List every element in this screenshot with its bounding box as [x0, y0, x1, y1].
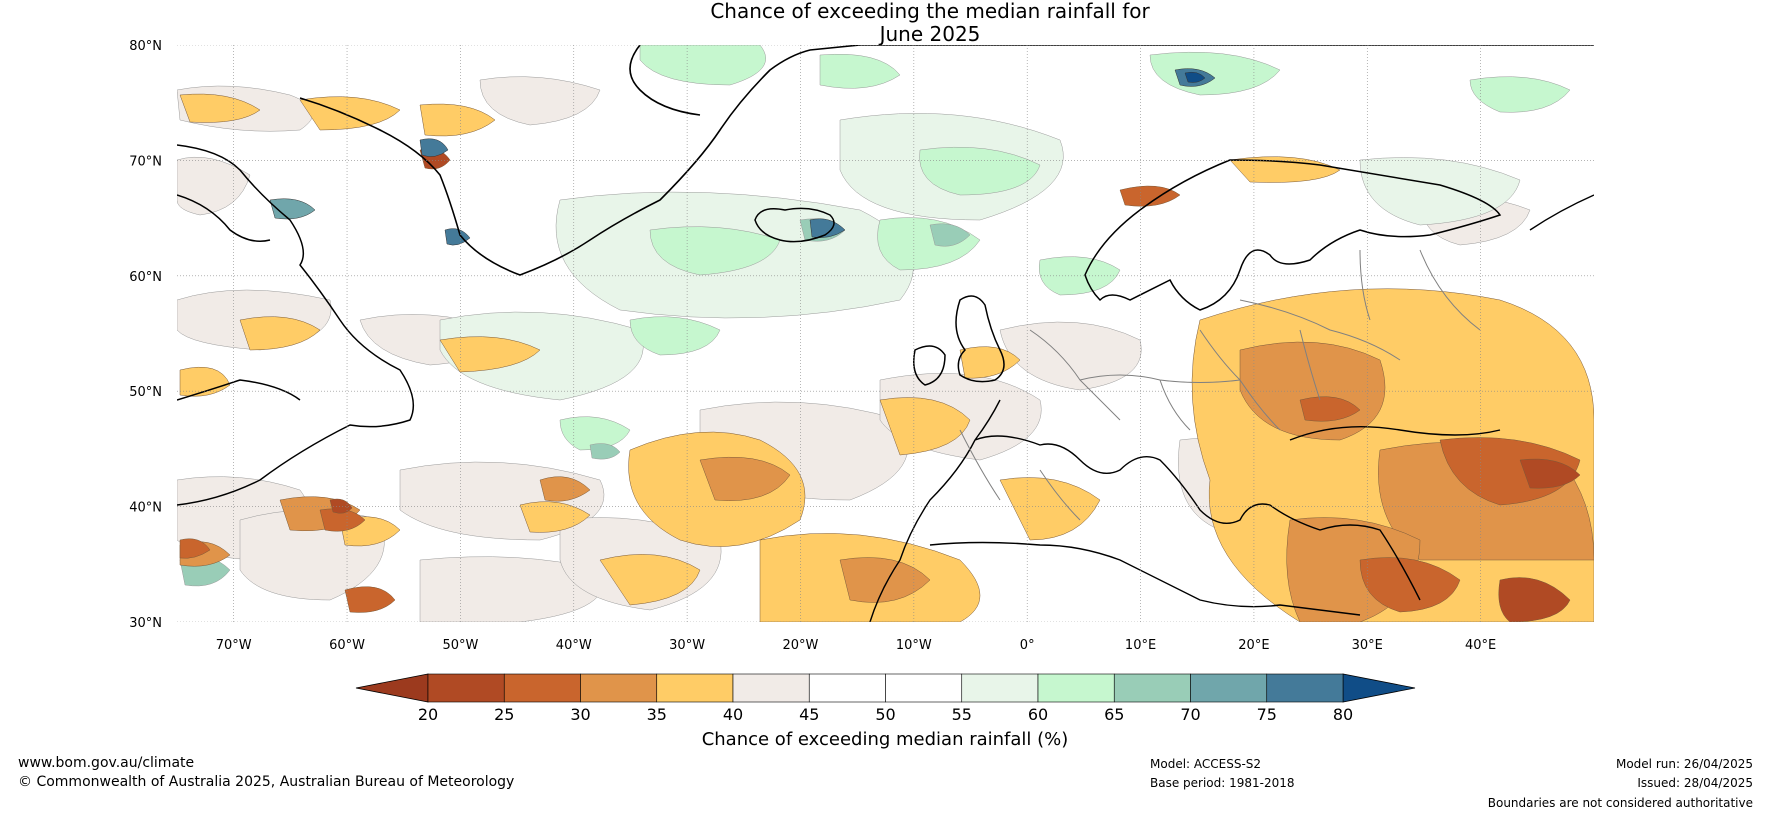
colorbar-segment	[580, 673, 658, 703]
lon-label: 10°W	[896, 638, 932, 653]
colorbar-label: Chance of exceeding median rainfall (%)	[702, 729, 1069, 750]
colorbar-segment	[732, 673, 810, 703]
footer-copyright: © Commonwealth of Australia 2025, Austra…	[18, 774, 515, 790]
colorbar-tick-label: 35	[647, 705, 667, 724]
lon-label: 50°W	[442, 638, 478, 653]
scandinavia-coastline	[1084, 159, 1502, 311]
lat-label: 40°N	[129, 501, 162, 516]
lat-label: 50°N	[129, 385, 162, 400]
colorbar: 20 25 30 35 40 45 50 55 60 65 70 75 80	[355, 673, 1416, 724]
lon-label: 10°E	[1125, 638, 1156, 653]
colorbar-tick-label: 80	[1333, 705, 1353, 724]
colorbar-segment	[961, 673, 1039, 703]
lon-label: 70°W	[216, 638, 252, 653]
lon-label: 30°W	[669, 638, 705, 653]
colorbar-segment	[1190, 673, 1268, 703]
colorbar-tick-label: 45	[799, 705, 819, 724]
lon-label: 60°W	[329, 638, 365, 653]
british-isles-coastline	[913, 295, 1005, 386]
lat-label: 30°N	[129, 616, 162, 631]
lon-label: 20°E	[1238, 638, 1269, 653]
much-wetter-regions	[269, 68, 1216, 246]
longitude-labels: 70°W 60°W 50°W 40°W 30°W 20°W 10°W 0° 10°E 20°E 30…	[216, 638, 1497, 653]
colorbar-tick-label: 30	[570, 705, 590, 724]
colorbar-segment	[1037, 673, 1115, 703]
lat-label: 60°N	[129, 270, 162, 285]
footer-base-period: Base period: 1981-2018	[1150, 776, 1295, 790]
map-title: Chance of exceeding the median rainfall …	[0, 0, 1770, 46]
colorbar-tick-label: 65	[1104, 705, 1124, 724]
colorbar-segment	[885, 673, 963, 703]
title-line-2: June 2025	[879, 22, 981, 46]
title-line-1: Chance of exceeding the median rainfall …	[710, 0, 1150, 23]
footer-website: www.bom.gov.au/climate	[18, 755, 195, 771]
colorbar-tick-label: 40	[723, 705, 743, 724]
north-america-coastline	[177, 144, 415, 506]
colorbar-tick-label: 25	[494, 705, 514, 724]
colorbar-tick-label: 70	[1180, 705, 1200, 724]
footer-disclaimer: Boundaries are not considered authoritat…	[1487, 796, 1753, 810]
colorbar-tick-label: 75	[1257, 705, 1277, 724]
colorbar-tick-label: 55	[952, 705, 972, 724]
colorbar-segment	[808, 673, 886, 703]
iceland-coastline	[754, 207, 835, 243]
colorbar-segment	[656, 673, 734, 703]
greenland-coastline	[299, 45, 1594, 276]
colorbar-over-arrow	[1342, 673, 1416, 703]
country-borders	[959, 249, 1481, 521]
lat-label: 70°N	[129, 154, 162, 169]
colorbar-tick-label: 20	[418, 705, 438, 724]
europe-africa-coastline	[869, 194, 1594, 622]
lon-label: 30°E	[1352, 638, 1383, 653]
colorbar-segment	[1266, 673, 1344, 703]
colorbar-segment	[1113, 673, 1191, 703]
latitude-labels: 80°N 70°N 60°N 50°N 40°N 30°N	[129, 39, 162, 631]
colorbar-segment	[427, 673, 505, 703]
lon-label: 40°W	[556, 638, 592, 653]
footer-model-run: Model run: 26/04/2025	[1615, 757, 1753, 771]
footer-issued: Issued: 28/04/2025	[1637, 776, 1753, 790]
lon-label: 40°E	[1465, 638, 1496, 653]
lon-label: 0°	[1020, 638, 1035, 653]
colorbar-tick-label: 60	[1028, 705, 1048, 724]
colorbar-tick-label: 50	[875, 705, 895, 724]
wetter-than-normal-regions	[179, 45, 1571, 587]
footer-model: Model: ACCESS-S2	[1150, 757, 1262, 771]
colorbar-under-arrow	[355, 673, 429, 703]
drier-than-normal-regions	[179, 93, 1594, 622]
lon-label: 20°W	[783, 638, 819, 653]
lat-label: 80°N	[129, 39, 162, 54]
graticule	[177, 45, 1594, 622]
colorbar-segment	[503, 673, 581, 703]
